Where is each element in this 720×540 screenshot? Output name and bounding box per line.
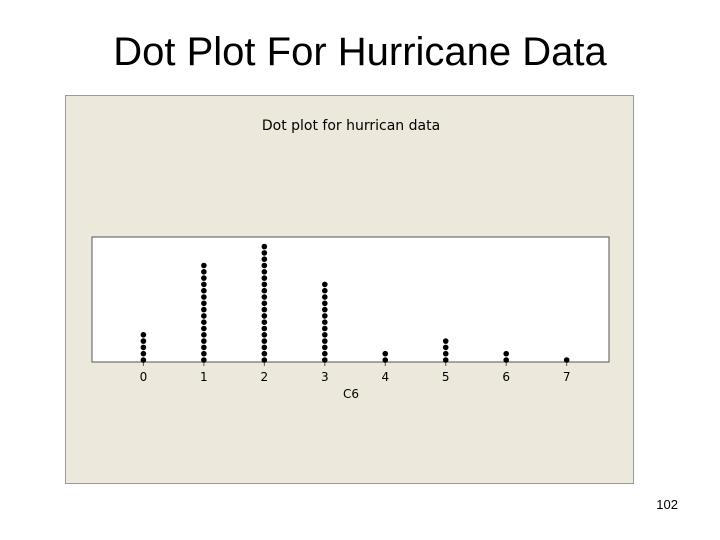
slide-title: Dot Plot For Hurricane Data (113, 30, 607, 74)
data-dot (442, 357, 449, 363)
data-dot (261, 281, 268, 288)
chart-panel: Dot plot for hurrican data 0 1 2 3 4 5 6 7 C6 (65, 95, 634, 484)
plot-area (91, 236, 610, 363)
data-dot (201, 294, 207, 300)
data-dot (261, 287, 268, 294)
x-tick-label: 4 (381, 370, 389, 384)
data-dot (442, 338, 449, 344)
data-dot (201, 325, 207, 332)
data-dot (201, 313, 207, 319)
x-tick-label: 0 (140, 370, 148, 384)
data-dot (442, 350, 449, 357)
data-dot (503, 350, 510, 357)
page-number: 102 (656, 497, 678, 512)
data-dot (261, 300, 268, 307)
data-dot (261, 243, 268, 250)
chart-title: Dot plot for hurrican data (262, 118, 440, 134)
data-dot (140, 344, 147, 351)
data-dot (322, 300, 328, 307)
x-axis: 0 1 2 3 4 5 6 7 (140, 362, 571, 384)
data-dot (201, 338, 207, 344)
data-dot (261, 332, 268, 338)
data-dot (322, 338, 328, 344)
data-dot (322, 350, 328, 357)
data-dot (140, 357, 147, 363)
data-dot (261, 319, 268, 325)
data-dot (322, 281, 328, 288)
data-dot (261, 294, 268, 300)
data-dot (261, 256, 268, 262)
dot-plot-chart: Dot plot for hurrican data 0 1 2 3 4 5 6 7 C6 (91, 118, 610, 401)
data-dot (382, 357, 389, 363)
data-dot (261, 344, 268, 351)
x-tick-label: 5 (442, 370, 450, 384)
data-dot (201, 350, 207, 357)
data-dot (140, 332, 147, 338)
data-dot (201, 306, 207, 313)
data-dot (322, 306, 328, 313)
data-dot (322, 287, 328, 294)
data-dot (201, 300, 207, 307)
data-dot (322, 313, 328, 319)
data-dot (201, 262, 207, 269)
data-dot (503, 357, 510, 363)
data-dot (261, 262, 268, 269)
data-dot (442, 344, 449, 351)
data-dot (261, 338, 268, 344)
x-tick-label: 7 (563, 370, 571, 384)
data-dot (201, 287, 207, 294)
data-dot (322, 319, 328, 325)
data-dot (322, 344, 328, 351)
data-dot (261, 325, 268, 332)
x-tick-label: 3 (321, 370, 329, 384)
data-dot (563, 357, 570, 363)
data-dot (261, 357, 268, 363)
x-tick-label: 1 (200, 370, 208, 384)
data-dot (322, 294, 328, 300)
data-dot (261, 275, 268, 281)
data-dot (261, 313, 268, 319)
x-tick-label: 2 (261, 370, 269, 384)
data-dot (322, 325, 328, 332)
data-dot (261, 350, 268, 357)
data-dot (382, 350, 389, 357)
data-dot (322, 332, 328, 338)
data-dot (201, 269, 207, 275)
dots-group (140, 243, 570, 363)
data-dot (140, 350, 147, 357)
x-axis-label: C6 (343, 387, 359, 401)
data-dot (201, 281, 207, 288)
data-dot (261, 250, 268, 256)
data-dot (261, 306, 268, 313)
data-dot (140, 338, 147, 344)
data-dot (322, 357, 328, 363)
data-dot (261, 269, 268, 275)
data-dot (201, 275, 207, 281)
data-dot (201, 344, 207, 351)
x-tick-label: 6 (502, 370, 510, 384)
data-dot (201, 357, 207, 363)
data-dot (201, 332, 207, 338)
data-dot (201, 319, 207, 325)
